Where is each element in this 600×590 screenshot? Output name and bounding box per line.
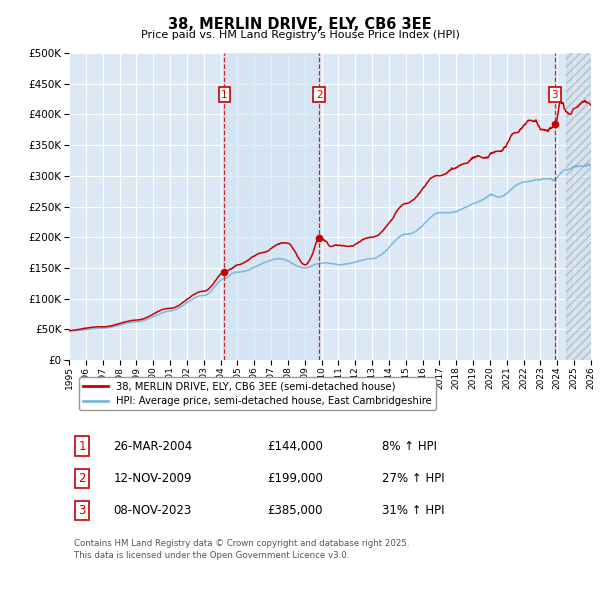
Text: 08-NOV-2023: 08-NOV-2023: [113, 504, 191, 517]
Text: £199,000: £199,000: [268, 472, 323, 485]
Text: 27% ↑ HPI: 27% ↑ HPI: [382, 472, 445, 485]
Text: 1: 1: [221, 90, 228, 100]
Text: 3: 3: [79, 504, 86, 517]
Text: £144,000: £144,000: [268, 440, 323, 453]
Text: 3: 3: [551, 90, 558, 100]
Text: 2: 2: [78, 472, 86, 485]
Text: 1: 1: [78, 440, 86, 453]
Text: Contains HM Land Registry data © Crown copyright and database right 2025.
This d: Contains HM Land Registry data © Crown c…: [74, 539, 410, 559]
Text: 26-MAR-2004: 26-MAR-2004: [113, 440, 193, 453]
Text: 8% ↑ HPI: 8% ↑ HPI: [382, 440, 437, 453]
Text: 38, MERLIN DRIVE, ELY, CB6 3EE: 38, MERLIN DRIVE, ELY, CB6 3EE: [168, 17, 432, 31]
Bar: [566, 53, 591, 360]
Bar: [224, 53, 319, 360]
Bar: [566, 53, 591, 360]
Text: Price paid vs. HM Land Registry's House Price Index (HPI): Price paid vs. HM Land Registry's House …: [140, 30, 460, 40]
Text: £385,000: £385,000: [268, 504, 323, 517]
Legend: 38, MERLIN DRIVE, ELY, CB6 3EE (semi-detached house), HPI: Average price, semi-d: 38, MERLIN DRIVE, ELY, CB6 3EE (semi-det…: [79, 378, 436, 411]
Text: 2: 2: [316, 90, 323, 100]
Text: 31% ↑ HPI: 31% ↑ HPI: [382, 504, 445, 517]
Text: 12-NOV-2009: 12-NOV-2009: [113, 472, 192, 485]
